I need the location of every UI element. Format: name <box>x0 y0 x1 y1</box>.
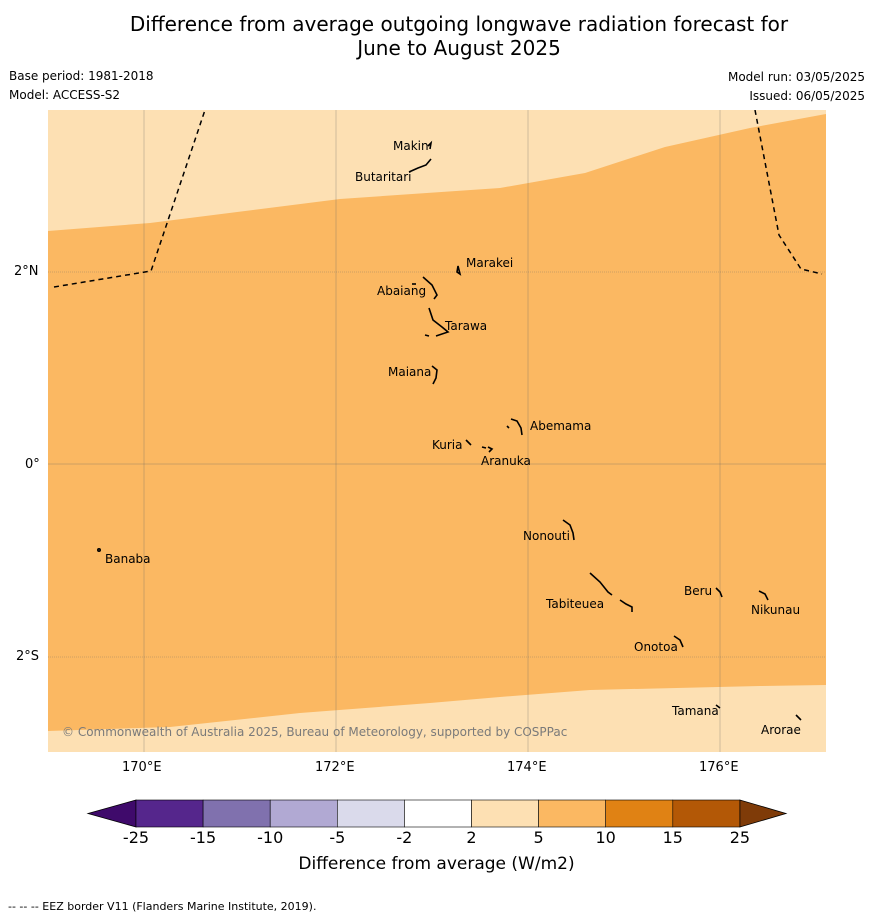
place-marakei: Marakei <box>466 256 514 270</box>
colorbar-tick-label: 15 <box>662 828 683 847</box>
band-top-lighter <box>48 110 440 166</box>
lat-label-2s: 2°S <box>16 649 40 664</box>
lon-label-172: 172°E <box>315 760 355 775</box>
place-makin: Makin <box>393 139 429 153</box>
colorbar-tick-label: -15 <box>190 828 217 847</box>
place-banaba: Banaba <box>105 552 151 566</box>
title-line-2: June to August 2025 <box>357 36 561 60</box>
place-tabiteuea: Tabiteuea <box>546 597 605 611</box>
copyright-note: © Commonwealth of Australia 2025, Bureau… <box>62 725 568 739</box>
island-outlines <box>97 140 802 721</box>
place-beru: Beru <box>684 584 713 598</box>
colorbar-tick-label: 10 <box>595 828 616 847</box>
graticule <box>48 110 826 752</box>
place-nonouti: Nonouti <box>523 529 570 543</box>
colorbar-tick-label: 2 <box>466 828 477 847</box>
band-mid <box>48 114 826 731</box>
colorbar-tick-label: 25 <box>729 828 751 847</box>
model-name: Model: ACCESS-S2 <box>9 88 121 102</box>
place-arorae: Arorae <box>761 723 801 737</box>
place-maiana: Maiana <box>388 365 432 379</box>
place-kuria: Kuria <box>432 438 463 452</box>
lon-label-174: 174°E <box>507 760 547 775</box>
place-nikunau: Nikunau <box>751 603 801 617</box>
colorbar-tick-label: -2 <box>396 828 413 847</box>
lat-label-2n: 2°N <box>14 264 39 279</box>
place-aranuka: Aranuka <box>481 454 531 468</box>
lat-label-0: 0° <box>25 457 40 472</box>
model-run: Model run: 03/05/2025 <box>727 70 865 84</box>
place-abaiang: Abaiang <box>377 284 427 298</box>
colorbar-title: Difference from average (W/m2) <box>298 854 575 874</box>
chart-title: Difference from average outgoing longwav… <box>0 12 873 60</box>
eez-border <box>53 110 823 288</box>
lon-label-170: 170°E <box>122 760 162 775</box>
base-period: Base period: 1981-2018 <box>9 69 154 83</box>
colorbar-tick-label: -25 <box>122 828 150 847</box>
colorbar-tick-label: -5 <box>329 828 346 847</box>
colorbar-tick-label: 5 <box>533 828 544 847</box>
place-tamana: Tamana <box>672 704 719 718</box>
colorbar-tick-label: -10 <box>257 828 284 847</box>
title-line-1: Difference from average outgoing longwav… <box>129 12 789 36</box>
place-onotoa: Onotoa <box>634 640 678 654</box>
place-abemama: Abemama <box>530 419 592 433</box>
issued-date: Issued: 06/05/2025 <box>749 89 865 103</box>
place-butaritari: Butaritari <box>355 170 412 184</box>
eez-footnote: -- -- -- EEZ border V11 (Flanders Marine… <box>8 900 317 913</box>
lon-label-176: 176°E <box>699 760 739 775</box>
place-tarawa: Tarawa <box>445 319 488 333</box>
